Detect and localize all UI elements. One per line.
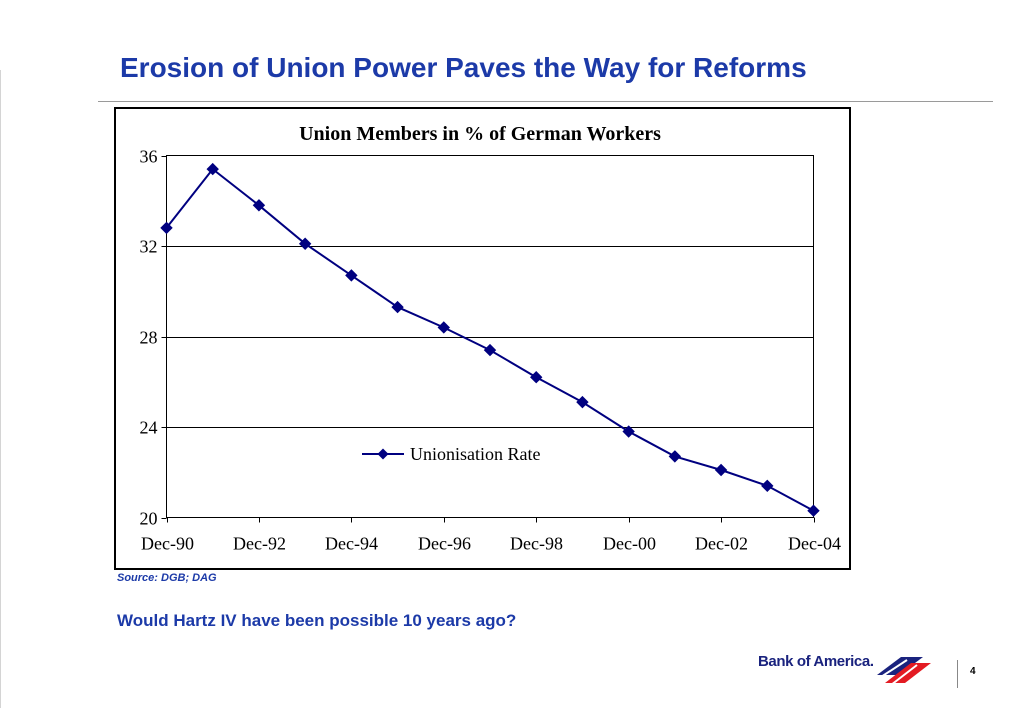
y-tick-label: 24 — [140, 418, 158, 438]
plot-area — [166, 155, 814, 518]
data-point-marker — [437, 321, 450, 334]
gridlines — [166, 246, 814, 428]
title-divider — [98, 101, 993, 102]
data-point-marker — [761, 479, 774, 493]
y-tick-label: 32 — [140, 237, 158, 257]
page-divider — [957, 660, 958, 688]
data-point-marker — [622, 425, 635, 438]
legend-marker — [377, 448, 389, 460]
data-point-marker — [576, 395, 589, 409]
data-point-marker — [530, 371, 543, 384]
bank-of-america-flag-icon — [877, 657, 931, 686]
x-tick-label: Dec-96 — [418, 534, 471, 554]
data-point-marker — [714, 463, 728, 477]
data-point-marker — [206, 162, 219, 176]
data-point-marker — [160, 221, 173, 235]
data-point-marker — [483, 343, 497, 357]
question-text: Would Hartz IV have been possible 10 yea… — [117, 611, 517, 630]
series-layer — [160, 162, 820, 517]
x-tick-label: Dec-90 — [141, 534, 194, 554]
data-point-marker — [252, 199, 266, 212]
source-note: Source: DGB; DAG — [117, 572, 217, 584]
y-tick-label: 20 — [140, 509, 158, 529]
x-tick-label: Dec-94 — [325, 534, 378, 554]
y-tick-label: 28 — [140, 328, 158, 348]
x-tick-label: Dec-98 — [510, 534, 563, 554]
chart-svg: Union Members in % of German Workers 363… — [140, 123, 841, 554]
data-point-marker — [668, 450, 682, 463]
left-edge-rule — [0, 70, 1, 708]
x-tick-label: Dec-04 — [788, 534, 841, 554]
x-tick-label: Dec-00 — [603, 534, 656, 554]
page-number: 4 — [970, 666, 976, 677]
y-tick-label: 36 — [140, 147, 158, 167]
data-point-marker — [298, 237, 312, 250]
data-point-marker — [345, 269, 358, 282]
chart-title: Union Members in % of German Workers — [299, 123, 661, 145]
axes: 36 32 28 24 20 Dec-90 Dec-92 Dec-94 Dec-96 Dec-98… — [140, 147, 841, 554]
legend: Unionisation Rate — [362, 444, 540, 464]
brand-logo: Bank of America. — [758, 653, 938, 687]
brand-name: Bank of America. — [758, 653, 874, 670]
legend-label: Unionisation Rate — [410, 444, 540, 464]
x-tick-label: Dec-92 — [233, 534, 286, 554]
data-point-marker — [391, 300, 404, 314]
data-point-marker — [807, 504, 820, 517]
chart-frame: Union Members in % of German Workers 36 3… — [114, 107, 851, 570]
x-tick-label: Dec-02 — [695, 534, 748, 554]
slide-title: Erosion of Union Power Paves the Way for… — [120, 52, 807, 83]
